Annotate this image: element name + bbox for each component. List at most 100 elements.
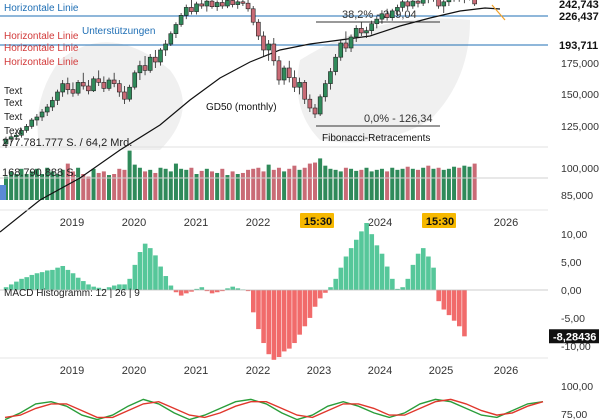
oscillator-axis-tick: 100,00 — [561, 381, 593, 393]
candle-body — [8, 136, 14, 140]
volume-bar — [45, 167, 50, 200]
candle-body — [410, 0, 416, 7]
volume-bar — [349, 168, 354, 200]
macd-bar — [384, 266, 390, 290]
candle-body — [348, 36, 354, 49]
candle-body — [75, 82, 81, 94]
candle-body — [178, 15, 184, 25]
macd-bar — [173, 290, 179, 293]
candle-body — [312, 107, 318, 115]
x-axis-tick: 2022 — [246, 217, 270, 229]
volume-bar — [364, 167, 369, 200]
volume-bar — [302, 167, 307, 200]
macd-bar — [132, 264, 138, 290]
macd-bar — [323, 290, 328, 293]
candle-body — [50, 100, 55, 108]
price-axis-tick: 175,000 — [561, 58, 599, 70]
macd-bar — [168, 285, 174, 290]
candle-body — [3, 138, 9, 145]
macd-bar — [271, 290, 277, 360]
macd-bar — [111, 285, 117, 290]
macd-bar — [75, 277, 81, 290]
time-badge: 15:30 — [304, 216, 332, 228]
macd-bar — [55, 267, 60, 290]
price-badge: 242,743 — [559, 0, 599, 11]
volume-bar — [343, 167, 348, 200]
volume-bar — [457, 167, 462, 200]
macd-bar — [24, 277, 29, 290]
volume-bar — [369, 171, 374, 200]
candle-body — [214, 2, 220, 7]
macd-bar — [122, 284, 127, 290]
volume-bar — [60, 169, 65, 200]
text-marker: Text — [4, 86, 23, 97]
macd-bar — [199, 287, 205, 290]
macd-bar — [359, 231, 364, 290]
volume-bar — [122, 169, 127, 200]
candle-body — [353, 28, 359, 38]
x-axis-tick: 2025 — [429, 365, 453, 377]
volume-bar — [261, 171, 266, 200]
volume-bar — [328, 168, 333, 200]
candle-body — [240, 1, 246, 4]
macd-bar — [127, 278, 132, 290]
volume-bar — [400, 168, 405, 200]
volume-bar — [55, 174, 60, 200]
volume-bar — [158, 167, 163, 200]
x-axis-tick: 2020 — [122, 365, 146, 377]
macd-axis-tick: 10,00 — [561, 229, 587, 241]
candle-body — [446, 0, 452, 3]
candle-body — [147, 56, 153, 71]
volume-bar — [452, 166, 457, 200]
macd-bar — [328, 287, 333, 290]
x-axis-tick: 2023 — [307, 365, 331, 377]
volume-bar — [86, 176, 91, 200]
volume-bar — [127, 150, 132, 200]
volume-bar — [467, 166, 472, 200]
x-axis-tick: 2022 — [246, 365, 270, 377]
volume-bar — [153, 172, 158, 200]
volume-bar — [395, 169, 400, 200]
macd-bar — [65, 269, 71, 290]
volume-bar — [256, 167, 261, 200]
volume-bar — [76, 167, 81, 200]
macd-bar — [369, 234, 375, 290]
macd-bar — [379, 253, 385, 290]
volume-bar — [19, 168, 24, 200]
candle-body — [96, 78, 101, 83]
macd-bar — [8, 284, 14, 290]
macd-bar — [230, 286, 235, 290]
macd-bar — [261, 290, 266, 344]
volume-bar — [137, 167, 142, 200]
candle-body — [153, 56, 158, 63]
volume-bar — [282, 171, 287, 200]
price-badge-bg — [557, 39, 599, 51]
candle-body — [158, 49, 163, 63]
volume-bar — [235, 174, 240, 200]
volume-bar — [143, 171, 148, 200]
candle-body — [359, 28, 364, 34]
macd-bar — [60, 265, 66, 290]
candle-body — [374, 18, 380, 25]
x-axis-tick: 2019 — [60, 365, 84, 377]
candle-body — [235, 1, 241, 5]
volume-bar — [194, 174, 199, 200]
oscillator-line — [4, 398, 544, 420]
macd-bar — [189, 290, 194, 292]
candle-body — [194, 3, 199, 12]
candle-body — [199, 3, 204, 7]
macd-bar — [209, 290, 215, 294]
macd-bar — [117, 284, 122, 290]
macd-bar — [302, 290, 308, 327]
volume-bar — [374, 169, 379, 200]
macd-bar — [101, 288, 107, 290]
macd-bar — [266, 290, 272, 355]
volume-bar — [462, 165, 467, 200]
volume-bar — [313, 162, 317, 200]
volume-bar — [251, 168, 256, 200]
macd-bar — [91, 286, 96, 290]
candle-body — [333, 56, 338, 72]
macd-bar — [400, 287, 405, 290]
x-axis-bottom: 2019 2020 2021 2022 2023 2024 2025 2026 — [0, 357, 548, 377]
macd-bar — [297, 290, 302, 335]
